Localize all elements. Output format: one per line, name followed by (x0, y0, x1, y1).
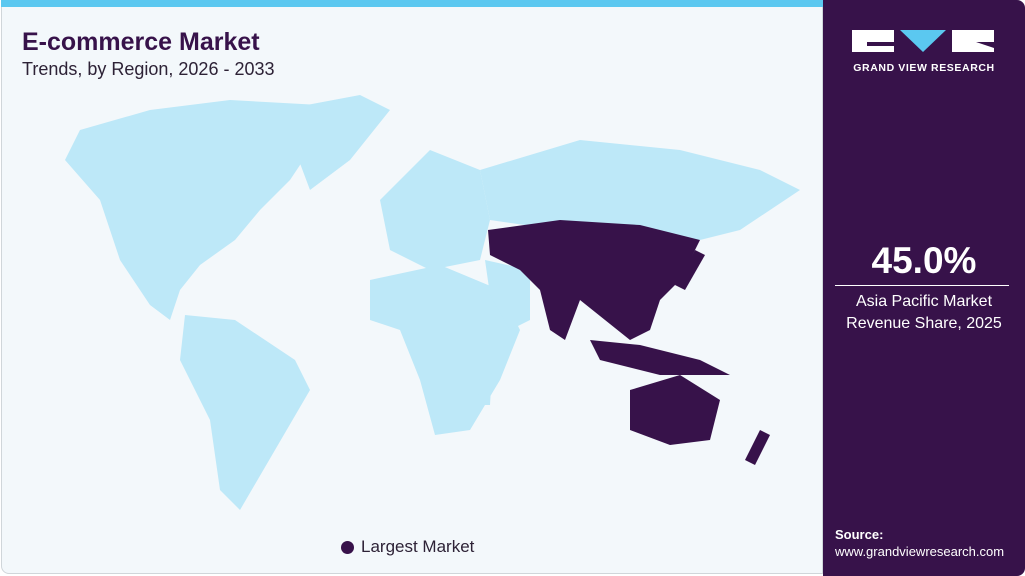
legend-dot-icon (341, 540, 354, 554)
stat-value: 45.0% (871, 240, 977, 281)
region-indonesia (590, 340, 730, 375)
grand-view-research-logo (852, 30, 994, 52)
stat-label-line1: Asia Pacific Market (855, 293, 993, 310)
page-subtitle: Trends, by Region, 2026 - 2033 (22, 59, 275, 79)
accent-bar (1, 0, 823, 7)
page-title: E-commerce Market (22, 28, 260, 56)
world-map (65, 95, 800, 510)
region-north-america (65, 100, 340, 320)
region-japan (675, 250, 705, 290)
region-south-america (180, 315, 310, 510)
brand-name: GRAND VIEW RESEARCH (853, 62, 995, 74)
source-label: Source: (835, 527, 884, 542)
region-russia (480, 140, 800, 240)
region-greenland (280, 95, 390, 190)
region-asia-pacific (488, 220, 700, 340)
region-madagascar (478, 370, 492, 405)
region-middle-east (485, 260, 530, 330)
stat-label-line2: Revenue Share, 2025 (846, 315, 1002, 332)
source-link[interactable]: www.grandviewresearch.com (835, 544, 1005, 559)
legend: Largest Market (341, 537, 474, 557)
stat-divider (835, 285, 1009, 286)
legend-label: Largest Market (361, 537, 475, 556)
region-australia (630, 375, 720, 445)
region-new-zealand (745, 430, 770, 465)
info-panel: GRAND VIEW RESEARCH 45.0% Asia Pacific M… (823, 0, 1025, 576)
source: Source: www.grandviewresearch.com (835, 526, 1004, 560)
region-europe (380, 150, 490, 270)
stat-label: Asia Pacific Market Revenue Share, 2025 (823, 291, 1025, 335)
